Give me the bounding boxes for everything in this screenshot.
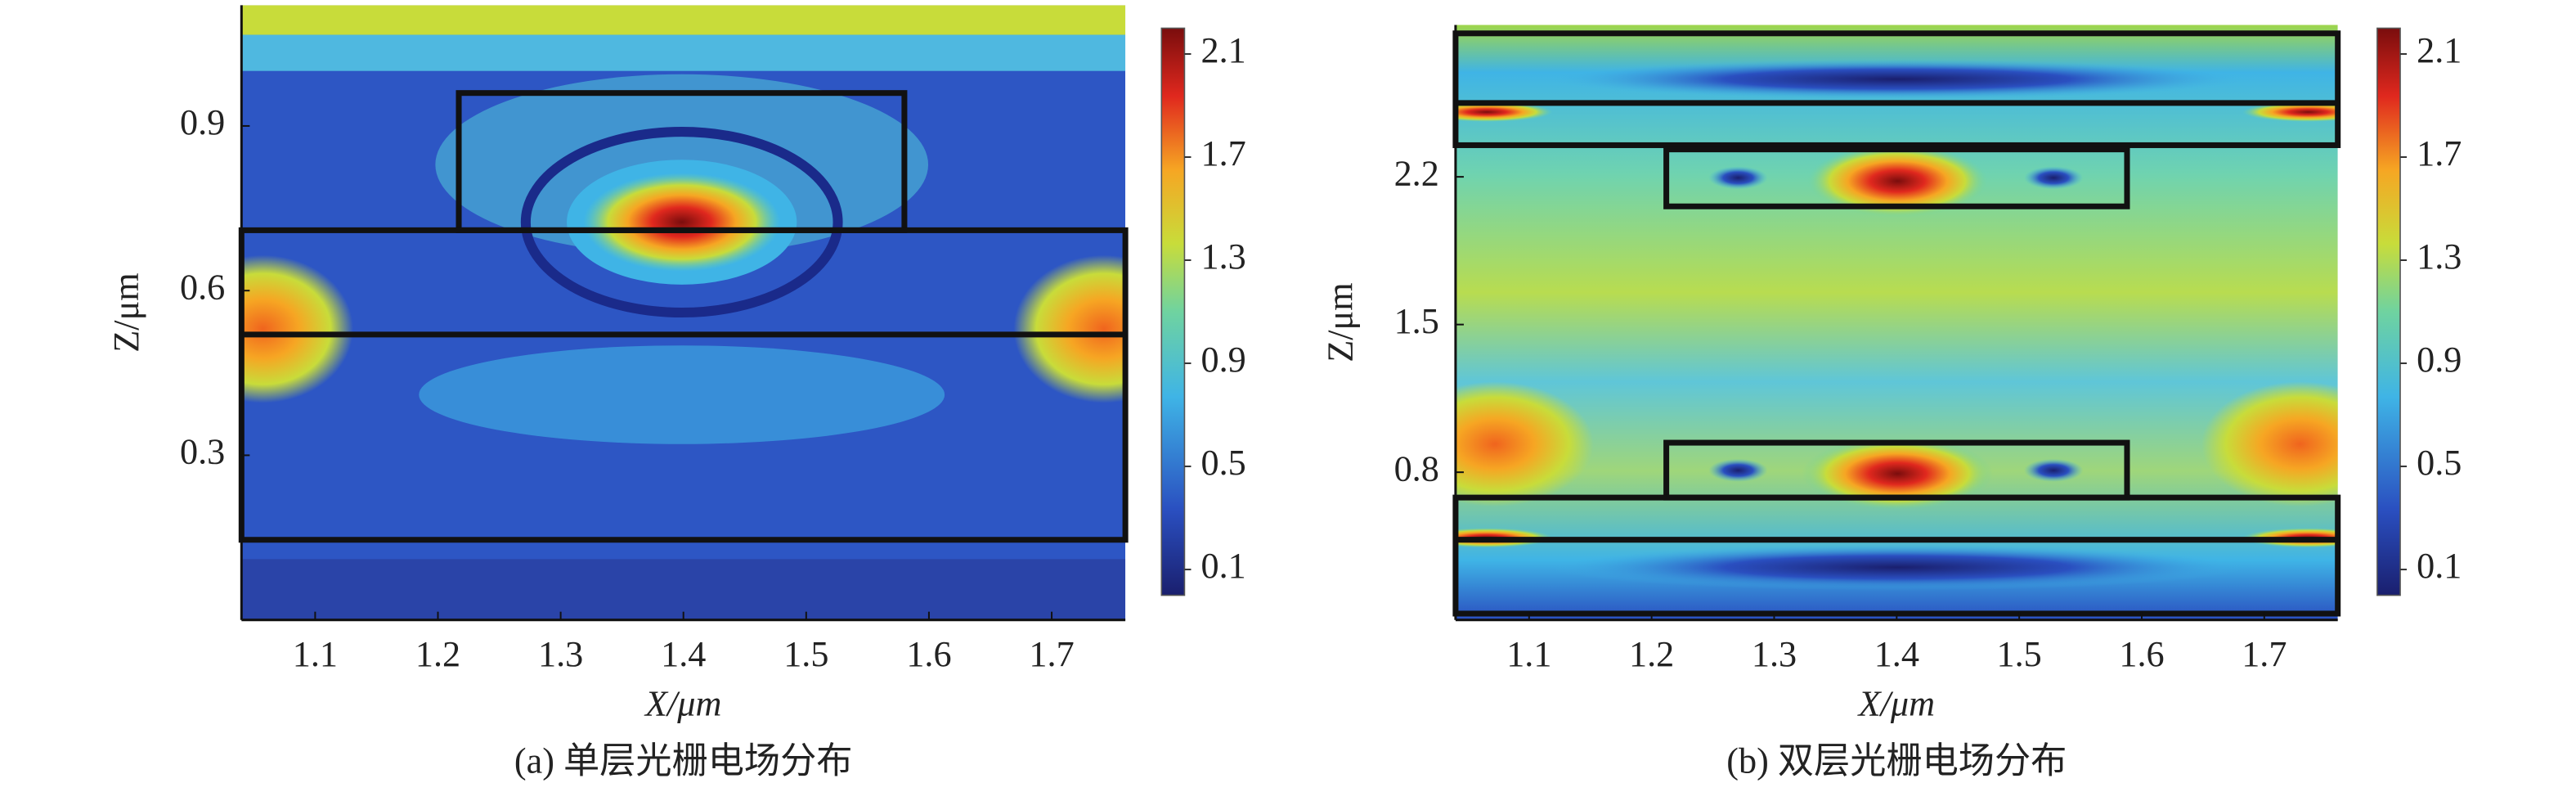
x-tick-label: 1.4	[661, 634, 706, 674]
x-tick-label: 1.1	[293, 634, 338, 674]
colorbar-tick-label: 2.1	[1201, 30, 1246, 70]
x-tick-label: 1.3	[538, 634, 583, 674]
field-b	[1455, 25, 2338, 620]
colorbar-tick-label: 1.7	[1201, 133, 1246, 173]
field-a	[241, 5, 1126, 620]
x-tick-label: 1.5	[1997, 634, 2042, 674]
x-tick-label: 1.1	[1506, 634, 1551, 674]
colorbar-tick-label: 0.5	[2417, 443, 2462, 483]
x-tick-label: 1.7	[1029, 634, 1074, 674]
y-axis-label: Z/μm	[106, 272, 146, 352]
x-tick-label: 1.6	[906, 634, 951, 674]
x-axis-label: X/μm	[1857, 683, 1935, 723]
colorbar-tick-label: 0.9	[1201, 340, 1246, 380]
colorbar-tick-label: 0.5	[1201, 443, 1246, 483]
colorbar-tick-label: 2.1	[2417, 30, 2462, 70]
x-tick-label: 1.3	[1752, 634, 1797, 674]
colorbar-tick-label: 1.3	[2417, 236, 2462, 277]
y-tick-label: 0.8	[1394, 448, 1439, 488]
colorbar-tick-label: 1.3	[1201, 236, 1246, 277]
x-tick-label: 1.2	[415, 634, 460, 674]
caption: (a) 单层光栅电场分布	[514, 741, 853, 781]
colorbar-tick-label: 0.1	[1201, 546, 1246, 586]
y-tick-label: 0.3	[180, 432, 225, 472]
colorbar-tick-label: 0.9	[2417, 340, 2462, 380]
x-tick-label: 1.5	[783, 634, 828, 674]
colorbar	[2376, 27, 2401, 596]
y-tick-label: 1.5	[1394, 301, 1439, 341]
x-tick-label: 1.6	[2119, 634, 2164, 674]
caption: (b) 双层光栅电场分布	[1726, 741, 2067, 781]
y-tick-label: 2.2	[1394, 153, 1439, 193]
x-axis-label: X/μm	[644, 683, 721, 723]
y-tick-label: 0.6	[180, 267, 225, 307]
colorbar-tick-label: 0.1	[2417, 546, 2462, 586]
colorbar-tick-label: 1.7	[2417, 133, 2462, 173]
colorbar	[1160, 27, 1186, 596]
y-axis-label: Z/μm	[1320, 282, 1360, 362]
y-tick-label: 0.9	[180, 102, 225, 142]
x-tick-label: 1.2	[1629, 634, 1674, 674]
x-tick-label: 1.7	[2242, 634, 2287, 674]
grating-outline	[1663, 146, 2130, 209]
x-tick-label: 1.4	[1874, 634, 1919, 674]
